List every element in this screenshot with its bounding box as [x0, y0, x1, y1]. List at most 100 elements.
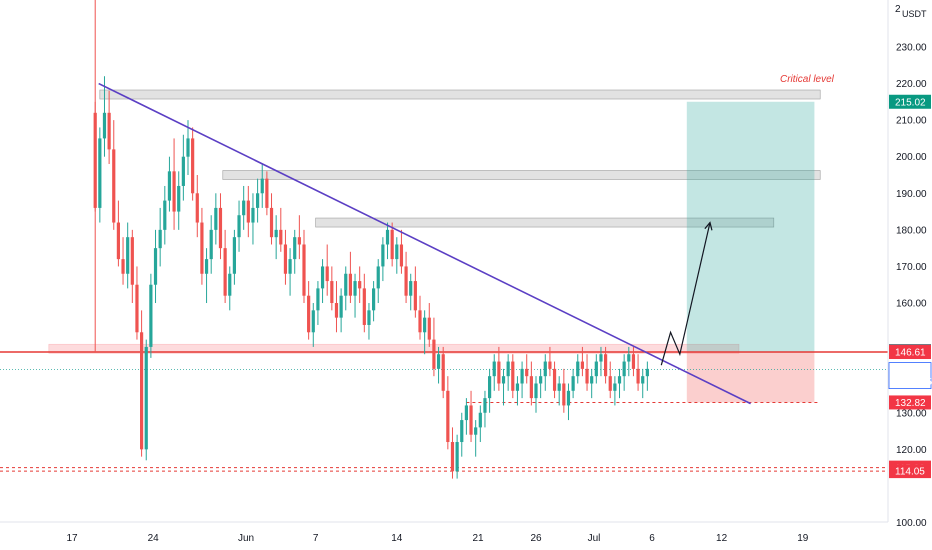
candle-body [121, 259, 125, 274]
candle-body [506, 361, 510, 377]
candle-body [140, 332, 144, 450]
x-tick-label: 7 [313, 533, 319, 544]
candle-body [269, 207, 274, 238]
candle-body [474, 427, 478, 435]
candle-body [390, 229, 394, 260]
y-tick-label: 230.00 [896, 42, 927, 53]
candle-body [483, 398, 487, 413]
candle-body [645, 368, 649, 377]
candle-body [608, 376, 612, 391]
y-tick-label: 130.00 [896, 408, 927, 419]
candlesticks [93, 0, 649, 479]
candle-body [283, 244, 288, 274]
candle-body [636, 368, 640, 384]
candle-body [302, 244, 306, 296]
x-tick-label: 14 [391, 533, 403, 544]
candle-body [613, 383, 617, 391]
candle-body [320, 266, 325, 289]
candle-body [358, 281, 362, 289]
candle-body [218, 207, 223, 249]
price-tag-background [888, 362, 932, 389]
candle-body [566, 390, 571, 406]
candle-body [381, 244, 385, 267]
candle-body [135, 284, 139, 333]
candle-body [334, 303, 339, 318]
candle-body [153, 248, 158, 285]
candle-body [395, 244, 399, 260]
candle-body [488, 376, 492, 399]
price-tag: 132.82 [889, 395, 931, 410]
x-tick-label: 26 [530, 533, 542, 544]
candle-body [460, 420, 464, 443]
candle-body [181, 156, 185, 186]
candle-body [423, 317, 427, 333]
countdown-label: 01:10:55 [893, 377, 932, 388]
candle-body [195, 193, 199, 223]
candle-body [362, 288, 366, 325]
price-tag: 215.02 [889, 94, 931, 109]
time-axis[interactable]: 17 24 Jun 7 14 21 26 Jul 6 12 19 [66, 533, 808, 544]
candle-body [585, 368, 589, 384]
price-tags: 215.02146.84146.61141.8001:10:55132.8211… [888, 94, 932, 479]
resistance-zone [99, 89, 821, 100]
candle-body [604, 354, 608, 377]
candle-body [186, 138, 190, 157]
currency-label: USDT [902, 9, 927, 19]
candle-body [107, 112, 111, 150]
candle-body [432, 339, 436, 369]
x-tick-label: Jun [238, 533, 254, 544]
candle-body [590, 376, 594, 384]
resistance-zones [48, 89, 821, 354]
x-tick-label: 17 [66, 533, 78, 544]
price-tag-label: 141.80 [895, 365, 926, 376]
candle-body [288, 259, 292, 274]
drawings[interactable] [98, 82, 751, 405]
candle-body [641, 376, 645, 384]
candle-body [594, 361, 598, 377]
candle-body [413, 281, 417, 311]
candle-body [404, 266, 408, 296]
price-tag-background [889, 395, 931, 410]
long-position-tool[interactable] [686, 101, 815, 403]
x-tick-label: 24 [148, 533, 160, 544]
price-axis[interactable]: 230.00 220.00 210.00 200.00 190.00 180.00 170.… [896, 42, 927, 529]
candle-body [307, 295, 311, 333]
descending-trendline[interactable] [98, 82, 751, 405]
candle-body [144, 346, 148, 450]
candle-body [172, 171, 176, 212]
candle-body [353, 281, 357, 296]
candle-body [158, 229, 162, 249]
candle-body [256, 193, 260, 208]
target-zone[interactable] [686, 101, 815, 352]
candle-body [251, 207, 255, 223]
candle-body [525, 368, 529, 377]
projection-path[interactable] [660, 222, 711, 366]
candle-body [311, 310, 315, 333]
candle-body [126, 237, 130, 274]
price-tag-background [889, 464, 931, 479]
price-tag-label: 215.02 [895, 97, 926, 108]
stop-zone[interactable] [686, 352, 815, 403]
candle-body [557, 383, 561, 391]
candle-body [316, 288, 320, 311]
candle-body [562, 383, 566, 406]
candle-body [450, 442, 455, 472]
candle-body [418, 310, 422, 333]
resistance-zone [222, 170, 821, 180]
y-tick-label: 190.00 [896, 189, 927, 200]
candle-body [492, 361, 496, 377]
candle-body [102, 112, 107, 139]
candle-body [385, 229, 390, 245]
candle-body [552, 368, 557, 391]
candle-body [580, 361, 584, 369]
candle-body [529, 376, 533, 399]
candle-body [427, 317, 431, 340]
candle-body [279, 229, 283, 245]
candle-body [478, 412, 482, 428]
candle-body [571, 376, 575, 391]
candle-body [297, 237, 301, 245]
candle-body [246, 200, 250, 223]
candle-body [274, 229, 278, 238]
candle-body [325, 266, 329, 282]
